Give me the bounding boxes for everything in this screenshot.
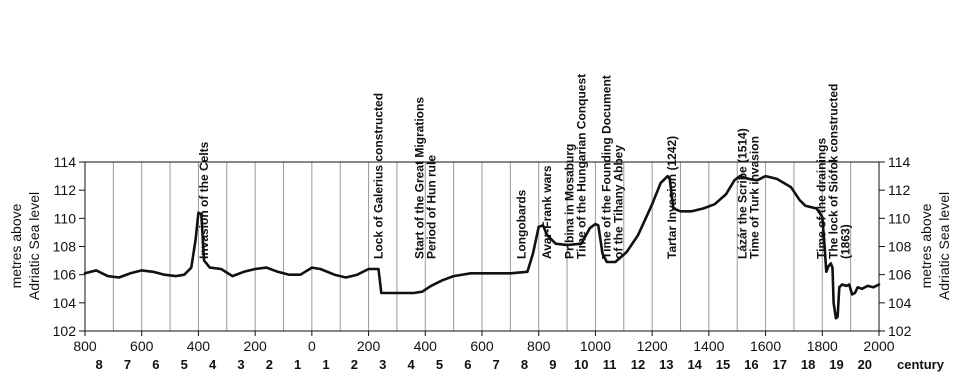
event-label: (1863)	[839, 224, 853, 259]
event-annotation: Longobards	[515, 189, 529, 259]
event-label: Tartar Invasion (1242)	[665, 136, 679, 259]
century-label: 11	[603, 357, 617, 372]
century-label: 3	[237, 357, 244, 372]
event-label: Time of the Hungarian Conquest	[575, 74, 589, 259]
century-label: 4	[209, 357, 217, 372]
water-level-line	[83, 174, 881, 320]
century-axis-label: century	[897, 357, 945, 372]
y-axis-right-title-line1: metres above	[918, 203, 934, 288]
century-label: 6	[464, 357, 471, 372]
x-tick-label: 800	[527, 338, 551, 354]
event-label: Longobards	[515, 189, 529, 259]
event-annotation: Tartar Invasion (1242)	[665, 136, 679, 259]
event-label: Invasion of the Celts	[197, 141, 211, 259]
event-label: Time of Turk invasion	[748, 136, 762, 259]
century-label: 7	[493, 357, 500, 372]
century-label: 8	[96, 357, 103, 372]
century-label: 1	[322, 357, 329, 372]
century-label: 15	[716, 357, 730, 372]
vertical-grid	[112, 162, 852, 331]
century-label: 16	[744, 357, 758, 372]
event-label: Time of the Founding Document	[599, 75, 613, 259]
century-label: 18	[801, 357, 815, 372]
century-label: 9	[549, 357, 556, 372]
century-label: 5	[436, 357, 443, 372]
event-label: Start of the Great Migrations	[412, 97, 426, 259]
event-label: Time of the drainings	[815, 138, 829, 259]
y-tick-label: 108	[53, 239, 77, 255]
century-label: 20	[858, 357, 872, 372]
x-tick-label: 1000	[580, 338, 611, 354]
x-axis: 800 600 400 200 0 200 400 600 800 1000 1200 1400 160…	[73, 331, 895, 354]
century-label: 6	[152, 357, 159, 372]
century-label: 2	[266, 357, 273, 372]
y-tick-label-right: 114	[888, 154, 911, 170]
y-axis-right-title-line2: Adriatic Sea level	[936, 192, 952, 300]
x-tick-label: 200	[243, 338, 267, 354]
y-axis-left-title-line1: metres above	[8, 203, 24, 288]
century-label: 2	[351, 357, 358, 372]
x-tick-label: 1800	[807, 338, 838, 354]
century-label: 12	[631, 357, 645, 372]
century-label: 10	[574, 357, 588, 372]
x-tick-label: 400	[187, 338, 211, 354]
historical-events: Invasion of the Celts Lock of Galerius co…	[197, 74, 853, 259]
y-axis-right: 102 104 106 108 110 112 114	[879, 154, 912, 339]
x-tick-label: 2000	[863, 338, 894, 354]
century-label: 4	[407, 357, 415, 372]
century-label: 14	[687, 357, 702, 372]
event-annotation: Avar-Frank wars	[540, 165, 554, 259]
y-tick-label-right: 102	[888, 323, 912, 339]
event-label: Lázár the Scribe (1514)	[736, 128, 750, 259]
y-tick-label: 102	[53, 323, 77, 339]
y-tick-label: 106	[53, 267, 77, 283]
event-label: Avar-Frank wars	[540, 165, 554, 259]
x-tick-label: 600	[130, 338, 154, 354]
y-tick-label-right: 104	[888, 295, 912, 311]
event-label: The lock of Siófok constructed	[827, 84, 841, 259]
y-axis-left: 102 104 106 108 110 112 114	[53, 154, 85, 339]
y-tick-label: 114	[54, 154, 77, 170]
century-label: 13	[659, 357, 673, 372]
y-axis-left-title-line2: Adriatic Sea level	[26, 192, 42, 300]
x-tick-label: 400	[414, 338, 438, 354]
y-tick-label: 104	[53, 295, 77, 311]
x-tick-label: 0	[308, 338, 316, 354]
y-tick-label: 110	[54, 210, 77, 226]
event-label: Pribina in Mosaburg	[563, 144, 577, 259]
century-label: 1	[294, 357, 301, 372]
century-label: 8	[521, 357, 528, 372]
century-label: 17	[773, 357, 787, 372]
y-tick-label: 112	[54, 182, 77, 198]
event-annotation: Lázár the Scribe (1514)Time of Turk inva…	[736, 128, 762, 259]
y-tick-label-right: 110	[888, 210, 911, 226]
event-label: of the Tihany Abbey	[611, 145, 625, 259]
event-annotation: Lock of Galerius constructed	[372, 93, 386, 259]
x-tick-label: 200	[357, 338, 381, 354]
century-label: 7	[124, 357, 131, 372]
event-label: Period of Hun rule	[424, 155, 438, 259]
y-tick-label-right: 112	[888, 182, 911, 198]
x-tick-label: 600	[470, 338, 494, 354]
x-tick-label: 800	[73, 338, 97, 354]
century-label: 3	[379, 357, 386, 372]
century-axis: 8 7 6 5 4 3 2 1 1 2 3 4 5 6 7 8 9 10 11 12 13 14 15 16 17 18 19 20	[96, 357, 872, 372]
event-label: Lock of Galerius constructed	[372, 93, 386, 259]
x-tick-label: 1600	[750, 338, 781, 354]
x-tick-label: 1400	[693, 338, 724, 354]
y-tick-label-right: 106	[888, 267, 912, 283]
century-label: 5	[181, 357, 188, 372]
century-label: 19	[829, 357, 843, 372]
y-tick-label-right: 108	[888, 239, 912, 255]
event-annotation: Invasion of the Celts	[197, 141, 211, 259]
x-tick-label: 1200	[637, 338, 668, 354]
